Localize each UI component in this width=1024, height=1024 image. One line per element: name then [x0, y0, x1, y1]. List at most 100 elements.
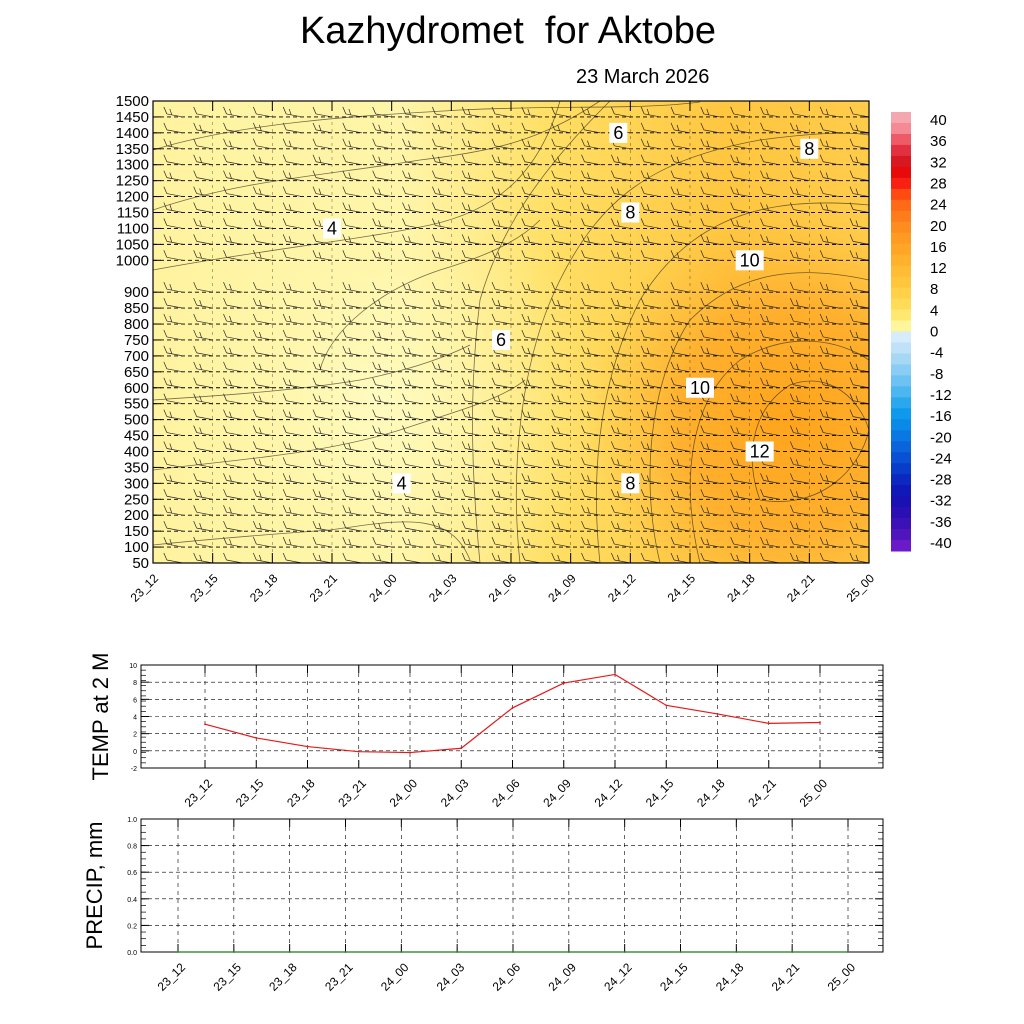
wind-barb	[730, 170, 750, 181]
colorbar-segment	[891, 529, 911, 541]
wind-barb-staff	[584, 352, 601, 357]
wind-barb-flag	[611, 202, 615, 210]
wind-barb-flag	[730, 521, 734, 529]
wind-barb	[312, 186, 333, 197]
wind-barb	[372, 186, 392, 197]
wind-barb	[342, 202, 362, 213]
wind-barb-flag	[312, 409, 317, 417]
wind-barb-flag	[318, 156, 322, 163]
wind-barb-flag	[491, 425, 496, 433]
wind-barb	[253, 154, 273, 166]
wind-barb	[372, 441, 392, 452]
wind-barb-flag	[342, 186, 347, 194]
wind-barb-flag	[766, 140, 769, 147]
wind-barb-flag	[796, 188, 799, 195]
wind-barb-flag	[199, 331, 202, 339]
wind-barb-staff	[345, 352, 362, 357]
wind-barb	[640, 473, 661, 484]
wind-barb-flag	[640, 361, 645, 369]
wind-barb-flag	[670, 361, 675, 369]
contour-label-text: 12	[750, 441, 770, 461]
wind-barb	[611, 313, 631, 325]
wind-barb-flag	[193, 170, 197, 178]
wind-barb	[670, 297, 691, 309]
wind-barb-flag	[223, 393, 227, 401]
wind-barb	[670, 170, 691, 181]
wind-barb-flag	[581, 505, 585, 513]
wind-barb	[223, 218, 243, 229]
wind-barb-flag	[342, 505, 347, 513]
wind-barb-flag	[408, 204, 411, 211]
wind-barb-staff	[614, 543, 631, 548]
colorbar-tick-label: 8	[930, 281, 938, 298]
wind-barb-staff	[465, 416, 482, 420]
colorbar-segment	[891, 364, 911, 376]
contour-label-text: 6	[496, 330, 506, 350]
wind-barb-flag	[700, 154, 705, 162]
wind-barb	[491, 154, 512, 166]
colorbar-segment	[891, 496, 911, 508]
wind-barb-flag	[223, 361, 227, 369]
x-tick-label: 24_03	[426, 571, 460, 605]
wind-barb	[581, 441, 601, 452]
wind-barb	[342, 505, 362, 516]
wind-barb-flag	[527, 538, 531, 546]
wind-barb-flag	[557, 395, 560, 402]
wind-barb-staff	[465, 288, 482, 293]
wind-barb-staff	[405, 193, 422, 197]
wind-barb-flag	[491, 297, 496, 306]
wind-barb-flag	[408, 284, 411, 291]
wind-barb-flag	[640, 425, 645, 433]
wind-barb-flag	[855, 554, 859, 562]
wind-barb-staff	[435, 129, 452, 134]
wind-barb-flag	[318, 523, 322, 530]
wind-barb-flag	[825, 379, 829, 386]
wind-barb-staff	[435, 464, 452, 468]
wind-barb-flag	[342, 297, 347, 306]
wind-barb-flag	[491, 154, 496, 162]
wind-barb-flag	[646, 172, 650, 179]
wind-barb-flag	[551, 138, 555, 146]
wind-barb	[521, 154, 541, 166]
wind-barb	[342, 170, 362, 181]
wind-barb-staff	[465, 225, 482, 229]
wind-barb-staff	[494, 480, 512, 484]
wind-barb-staff	[524, 480, 541, 484]
wind-barb-staff	[315, 432, 333, 436]
wind-barb-staff	[703, 304, 720, 309]
wind-barb-flag	[700, 282, 705, 290]
wind-barb-staff	[226, 177, 243, 181]
wind-barb	[700, 170, 720, 181]
wind-barb	[372, 122, 392, 134]
wind-barb	[193, 457, 213, 468]
wind-barb-flag	[766, 379, 769, 386]
wind-barb	[640, 521, 661, 532]
wind-barb-staff	[315, 241, 333, 245]
wind-barb-staff	[465, 448, 482, 452]
wind-barb-staff	[703, 177, 720, 181]
wind-barb-flag	[790, 536, 794, 545]
wind-barb-staff	[823, 464, 840, 468]
wind-barb	[193, 170, 213, 181]
wind-barb	[163, 234, 183, 245]
contour-label: 8	[621, 473, 640, 494]
wind-barb	[282, 457, 303, 468]
wind-barb-flag	[193, 202, 197, 210]
contour-label-text: 4	[327, 218, 337, 238]
wind-barb-flag	[641, 91, 644, 98]
wind-barb	[163, 521, 183, 532]
wind-barb-staff	[793, 113, 810, 118]
colorbar-segment	[891, 342, 911, 354]
wind-barb-flag	[342, 202, 347, 210]
wind-barb-flag	[461, 282, 466, 290]
wind-barb	[163, 297, 183, 309]
wind-barb	[270, 101, 273, 102]
wind-barb-flag	[288, 284, 292, 291]
wind-barb-staff	[435, 543, 452, 548]
wind-barb-flag	[819, 505, 824, 513]
wind-barb-staff	[703, 543, 720, 548]
wind-barb	[730, 329, 750, 341]
wind-barb-flag	[259, 188, 262, 195]
wind-barb-staff	[465, 304, 482, 309]
wind-barb-flag	[461, 250, 466, 258]
